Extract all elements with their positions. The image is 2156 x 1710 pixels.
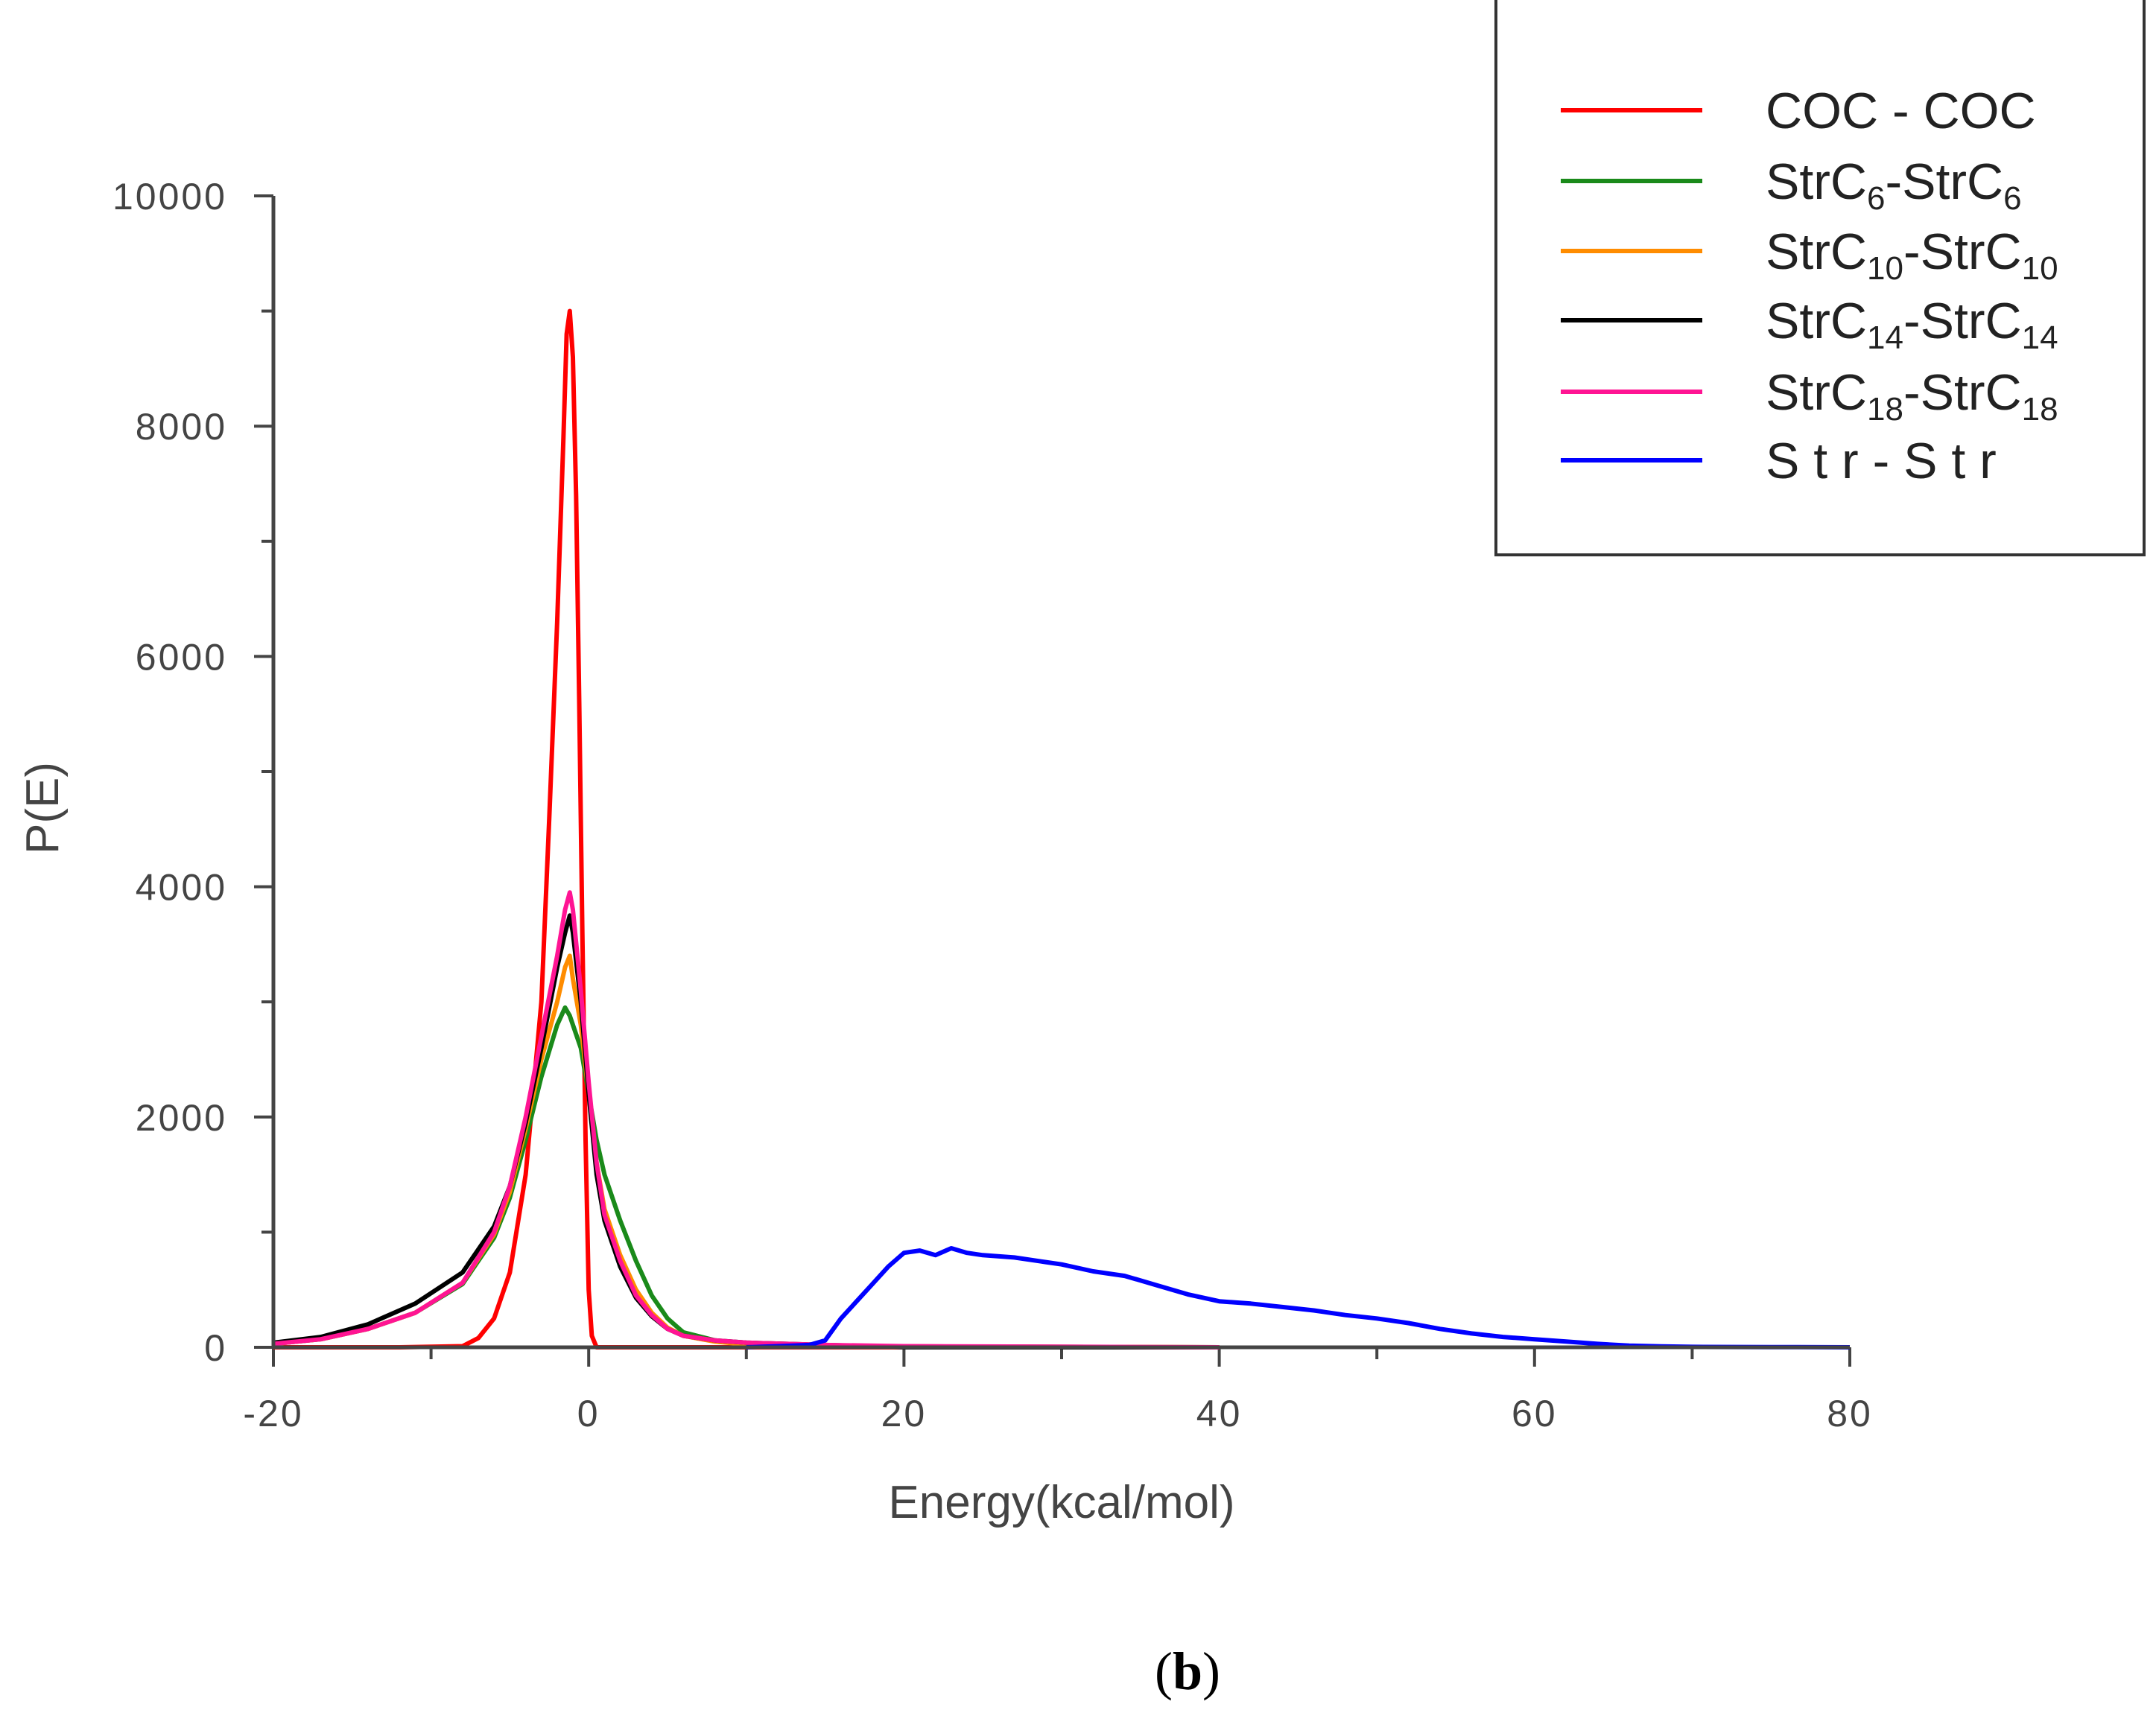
y-tick-label: 8000 bbox=[136, 406, 227, 448]
x-tick-label: 80 bbox=[1827, 1393, 1873, 1434]
x-tick-label: -20 bbox=[243, 1393, 303, 1434]
series-line-3 bbox=[273, 913, 1220, 1350]
legend: COC - COC StrC6-StrC6 StrC10-StrC10 StrC… bbox=[1494, 0, 2146, 556]
y-tick-label: 0 bbox=[204, 1327, 227, 1369]
y-tick-label: 2000 bbox=[136, 1097, 227, 1139]
legend-label: StrC14-StrC14 bbox=[1766, 293, 2058, 356]
series-line-1 bbox=[273, 1005, 1220, 1350]
y-tick-label: 6000 bbox=[136, 636, 227, 678]
x-tick-label: 0 bbox=[577, 1393, 600, 1434]
series-line-5 bbox=[746, 1246, 1851, 1350]
series-line-0 bbox=[273, 308, 1220, 1350]
legend-label: StrC6-StrC6 bbox=[1766, 153, 2022, 217]
legend-label: COC - COC bbox=[1766, 83, 2036, 139]
y-axis-title: P(E) bbox=[17, 762, 69, 854]
series-line-2 bbox=[273, 953, 1220, 1350]
y-tick-label: 10000 bbox=[112, 176, 227, 217]
x-tick-label: 60 bbox=[1512, 1393, 1558, 1434]
x-axis-title: Energy(kcal/mol) bbox=[888, 1477, 1234, 1528]
legend-label: S t r - S t r bbox=[1766, 433, 1997, 489]
legend-label: StrC10-StrC10 bbox=[1766, 223, 2058, 287]
series-line-4 bbox=[273, 890, 1220, 1350]
y-tick-labels: 0 2000 4000 6000 8000 10000 bbox=[112, 176, 227, 1369]
panel-label: (b) bbox=[1155, 1641, 1220, 1701]
y-tick-label: 4000 bbox=[136, 867, 227, 909]
series-layer bbox=[273, 308, 1851, 1350]
x-tick-label: 40 bbox=[1196, 1393, 1243, 1434]
x-tick-label: 20 bbox=[881, 1393, 928, 1434]
legend-label: StrC18-StrC18 bbox=[1766, 364, 2058, 428]
x-tick-labels: -20 0 20 40 60 80 bbox=[243, 1393, 1873, 1434]
